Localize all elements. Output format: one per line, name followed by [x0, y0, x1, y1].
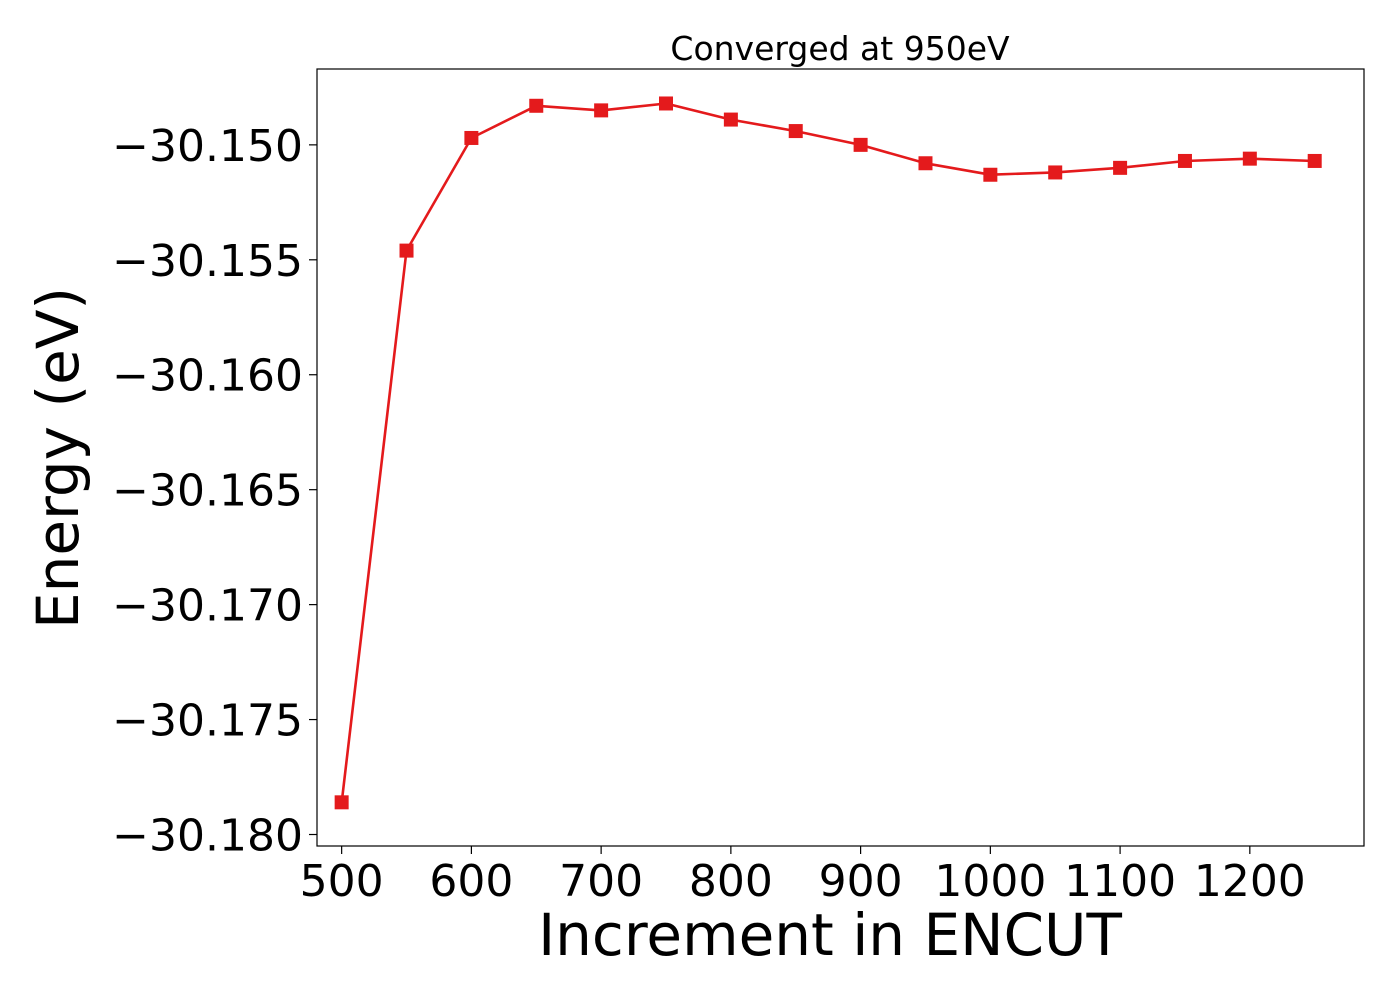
- y-tick-label: −30.165: [112, 466, 303, 517]
- plot-area-frame: [316, 68, 1365, 847]
- x-tick-label: 1200: [1194, 856, 1306, 907]
- y-tick-label: −30.155: [112, 236, 303, 287]
- y-tick-label: −30.150: [112, 121, 303, 172]
- data-point-marker: [464, 130, 479, 145]
- x-tick-label: 1000: [934, 856, 1046, 907]
- data-point-marker: [334, 795, 349, 810]
- data-point-marker: [853, 137, 868, 152]
- y-axis-ticks: −30.150 −30.155 −30.160 −30.165 −30.170 −30.1…: [112, 121, 317, 862]
- y-tick-label: −30.170: [112, 581, 303, 632]
- chart-title: Converged at 950eV: [670, 29, 1010, 68]
- x-tick-label: 900: [819, 856, 903, 907]
- data-point-marker: [1048, 165, 1063, 180]
- data-point-marker: [1307, 153, 1322, 168]
- x-tick-label: 1100: [1064, 856, 1176, 907]
- x-tick-label: 800: [689, 856, 773, 907]
- data-point-marker: [1242, 151, 1257, 166]
- x-tick-label: 700: [559, 856, 643, 907]
- y-tick-label: −30.175: [112, 696, 303, 747]
- y-axis-label: Energy (eV): [24, 287, 92, 629]
- data-point-marker: [529, 98, 544, 113]
- data-point-marker: [399, 243, 414, 258]
- series-markers: [334, 96, 1322, 810]
- data-point-marker: [918, 156, 933, 171]
- x-axis-ticks: 500 600 700 800 900 1000 1100 1200: [300, 846, 1306, 907]
- y-tick-label: −30.180: [112, 811, 303, 862]
- data-point-marker: [983, 167, 998, 182]
- data-point-marker: [659, 96, 673, 111]
- x-axis-label: Increment in ENCUT: [538, 901, 1122, 969]
- x-tick-label: 500: [300, 856, 384, 907]
- series-line: [340, 102, 1315, 803]
- data-point-marker: [788, 124, 803, 139]
- data-point-marker: [723, 112, 738, 127]
- y-tick-label: −30.160: [112, 351, 303, 402]
- data-point-marker: [1113, 160, 1128, 175]
- data-point-marker: [594, 103, 609, 118]
- x-tick-label: 600: [429, 856, 513, 907]
- data-point-marker: [1177, 153, 1192, 168]
